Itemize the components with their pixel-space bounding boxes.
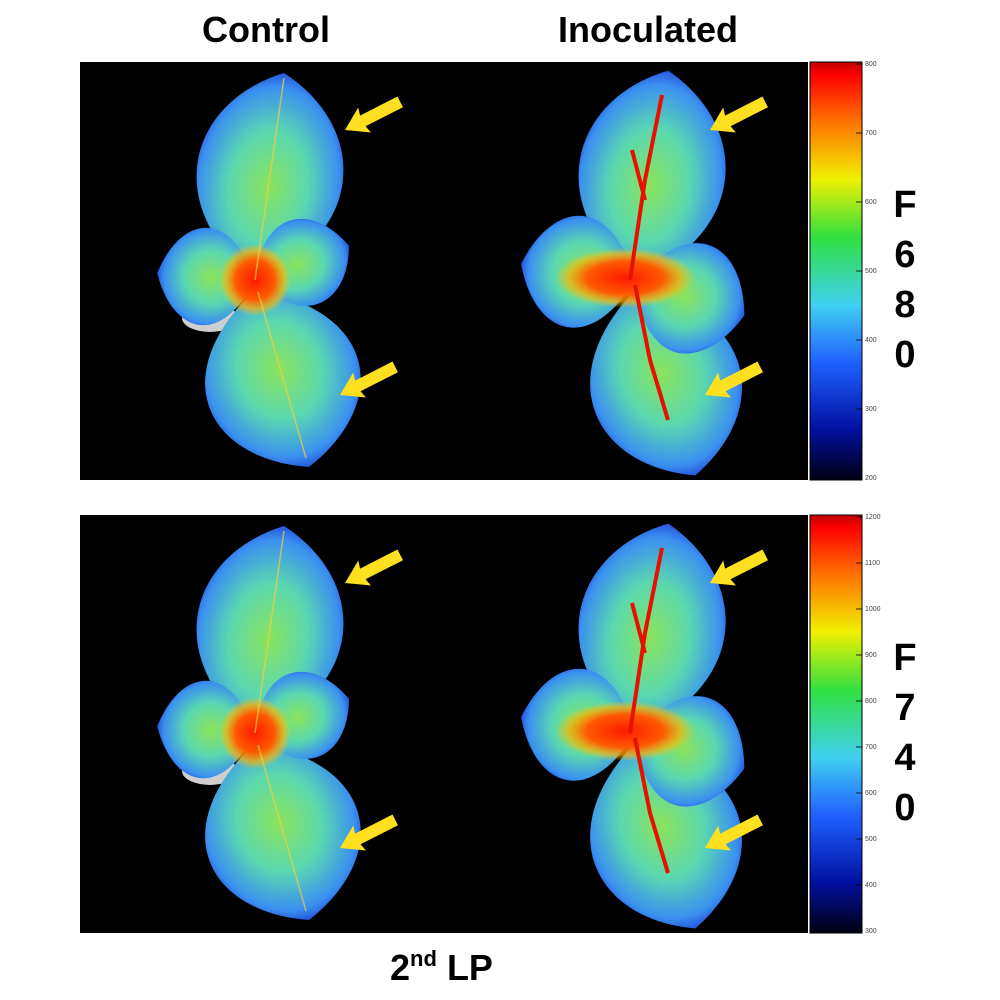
colorbar-tick-label: 700 [865, 130, 877, 137]
colorbar-tick-label: 700 [865, 744, 877, 751]
column-title: Inoculated [558, 9, 738, 50]
colorbar-tick-label: 800 [865, 61, 877, 68]
footer-main: 2 [390, 947, 411, 988]
footer-rest: LP [446, 947, 493, 988]
colorbar-tick-label: 300 [865, 928, 877, 935]
footer-superscript: nd [410, 946, 437, 971]
colorbar-tick-label: 600 [865, 790, 877, 797]
colorbar-tick-label: 400 [865, 882, 877, 889]
colorbar-tick-label: 300 [865, 406, 877, 413]
colorbar [809, 61, 863, 481]
colorbar-tick-label: 1200 [865, 514, 881, 521]
colorbar-tick-label: 900 [865, 652, 877, 659]
footer-label: 2nd LP [390, 946, 493, 989]
colorbar-tick-label: 400 [865, 337, 877, 344]
colorbar-tick-label: 500 [865, 268, 877, 275]
colorbar-tick-label: 500 [865, 836, 877, 843]
colorbar-tick-label: 200 [865, 475, 877, 482]
panel: 200 300 400 500 600 700 800 [80, 59, 877, 499]
panel-label: F680 [893, 184, 917, 376]
column-title: Control [202, 9, 330, 50]
colorbar-tick-label: 1000 [865, 606, 881, 613]
colorbar [809, 514, 863, 934]
panel-label: F740 [893, 637, 917, 829]
colorbar-tick-label: 800 [865, 698, 877, 705]
colorbar-tick-label: 600 [865, 199, 877, 206]
panel: 300 400 500 600 700 800 900 1000 1100 1200 [80, 512, 881, 952]
colorbar-tick-label: 1100 [865, 560, 880, 567]
panels: 200 300 400 500 600 700 800 300 400 500 600 700 800 9… [80, 59, 881, 952]
